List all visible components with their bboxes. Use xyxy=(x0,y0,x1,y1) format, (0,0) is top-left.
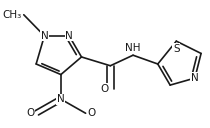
Text: NH: NH xyxy=(125,43,141,53)
Text: CH₃: CH₃ xyxy=(3,10,22,20)
Text: S: S xyxy=(173,44,180,54)
Text: N: N xyxy=(57,94,65,104)
Text: O: O xyxy=(100,84,108,94)
Text: N: N xyxy=(41,31,48,41)
Text: N: N xyxy=(65,31,73,41)
Text: N: N xyxy=(191,73,199,83)
Text: O: O xyxy=(26,108,34,118)
Text: O: O xyxy=(88,108,96,118)
